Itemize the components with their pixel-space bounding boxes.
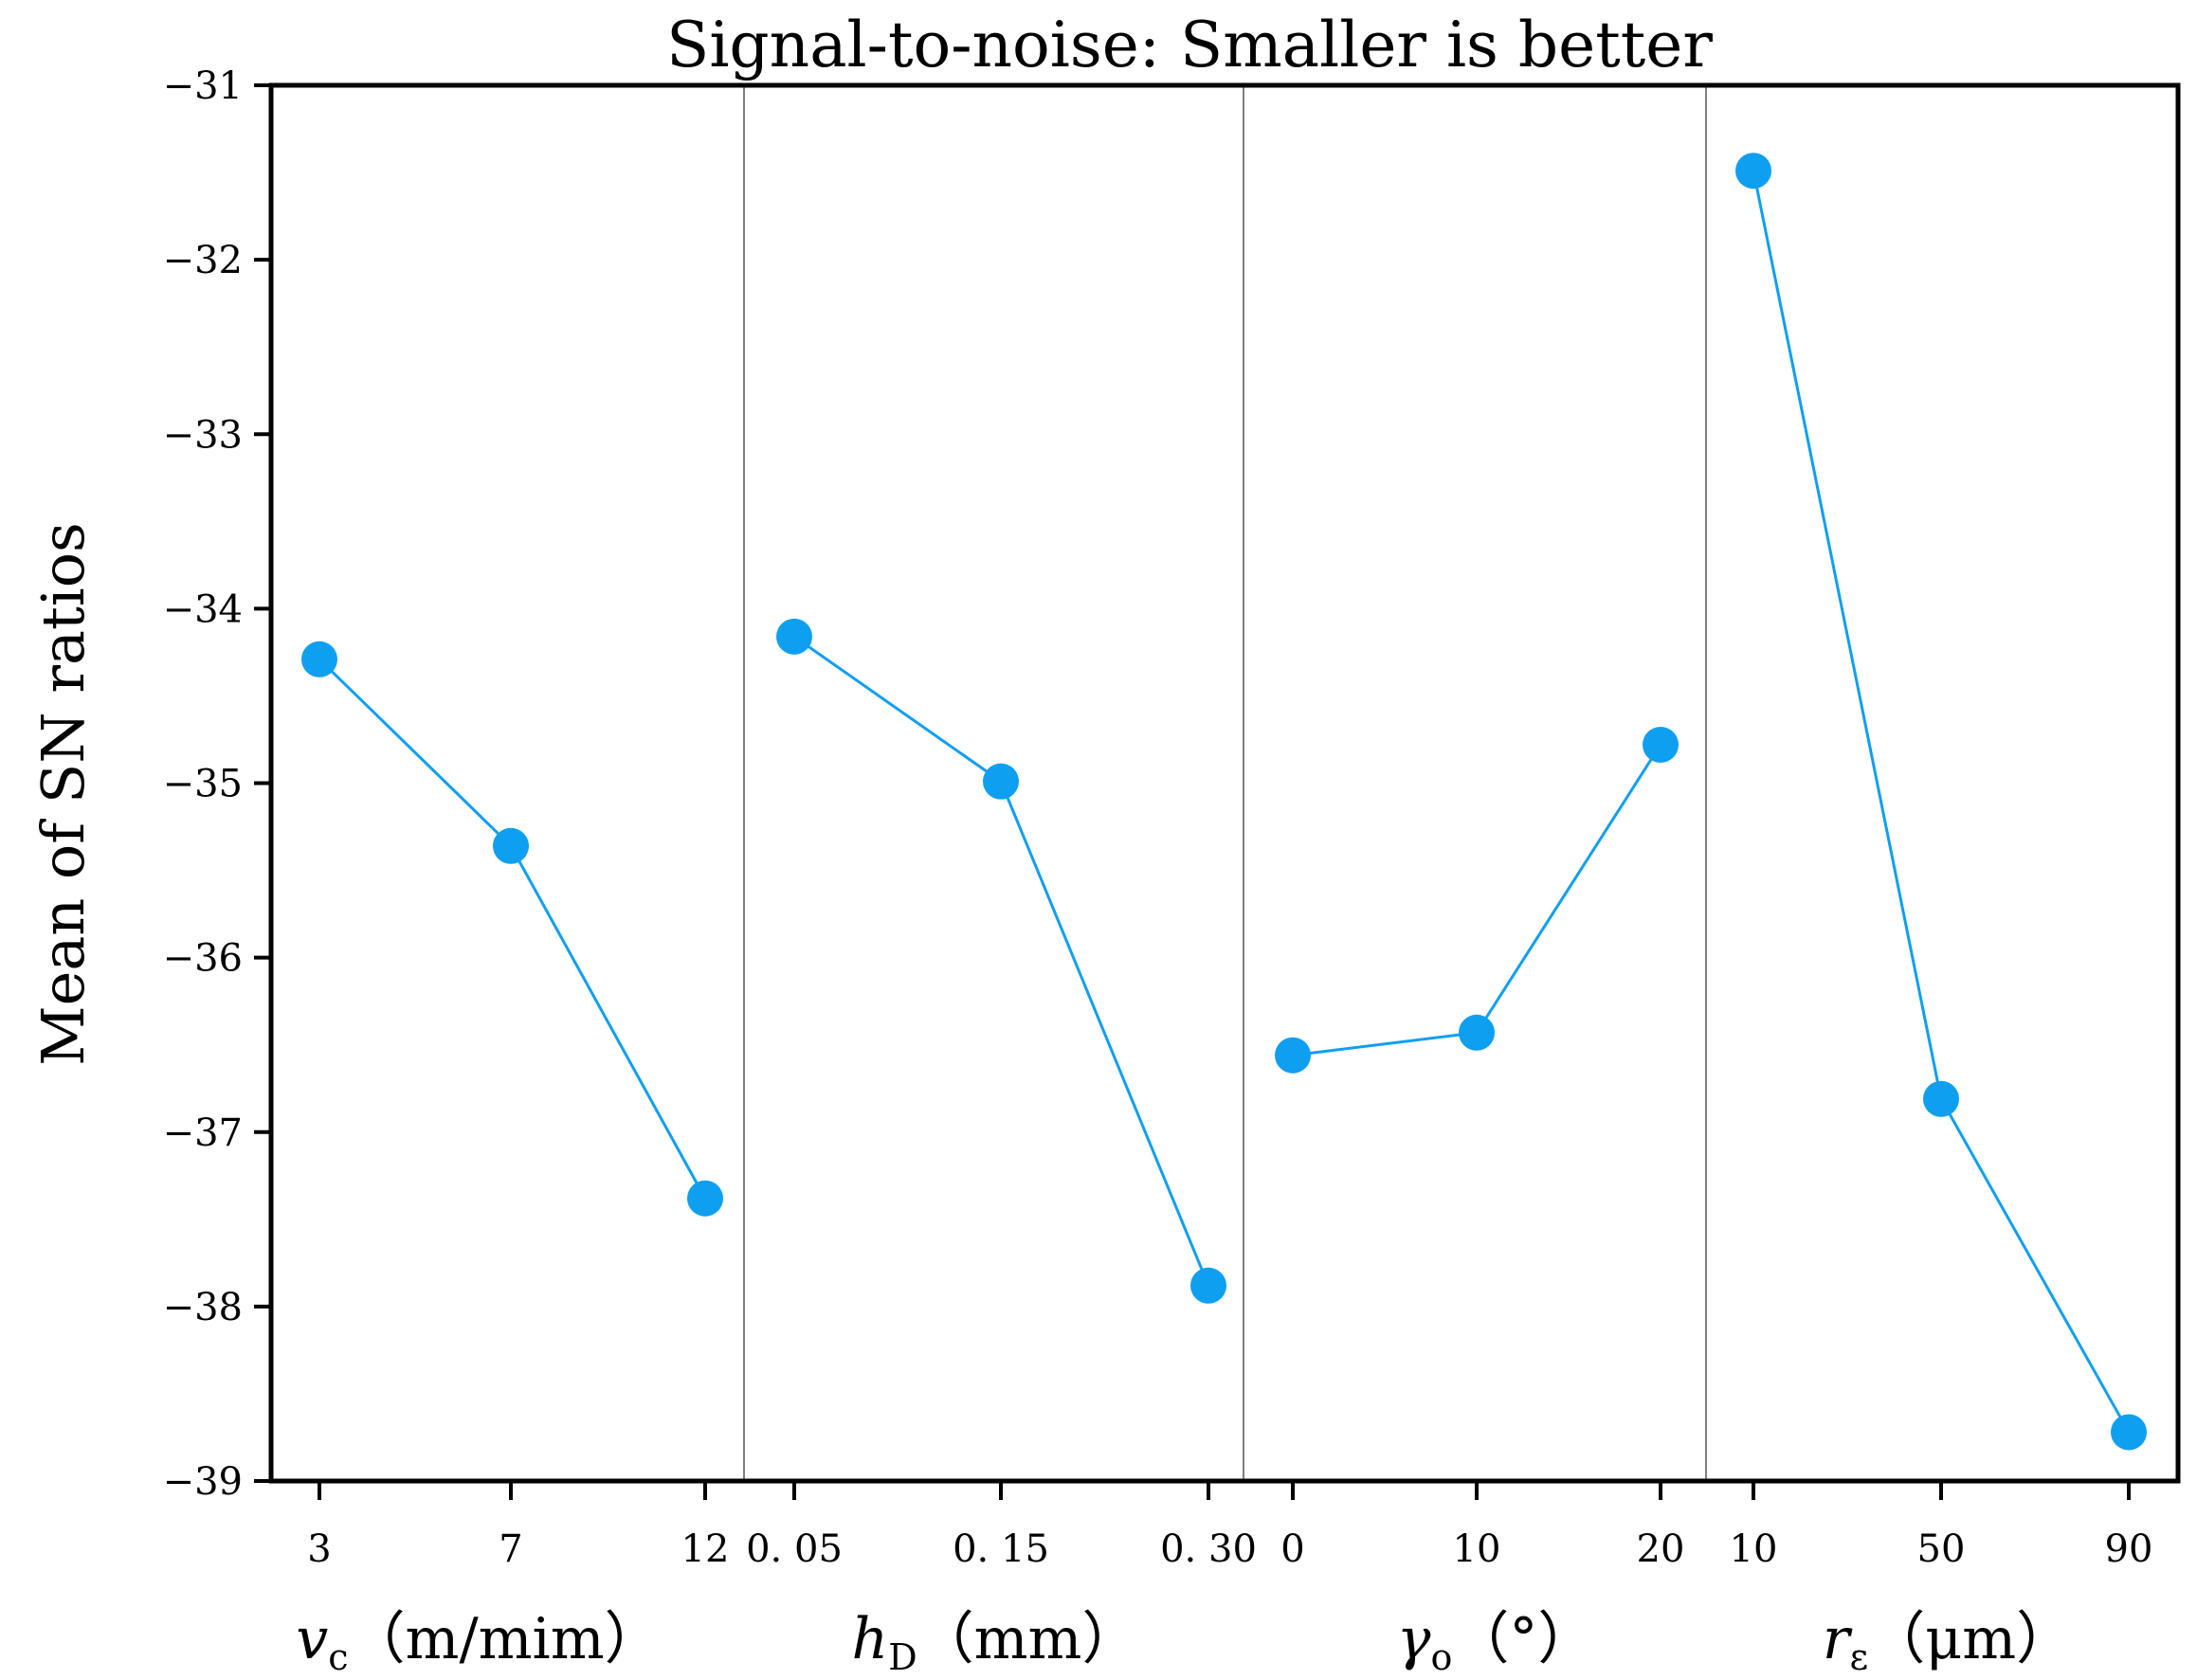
x-tick-label: 0. 15 [953, 1527, 1049, 1571]
data-point [1643, 726, 1679, 763]
data-point [2111, 1414, 2147, 1451]
series-line-γo [1292, 744, 1662, 1057]
x-tick-label: 10 [1453, 1527, 1501, 1571]
y-tick-label: −37 [163, 1111, 243, 1155]
y-tick-label: −33 [163, 413, 243, 457]
y-axis-label: Mean of SN ratios [28, 522, 98, 1066]
y-tick-label: −39 [163, 1460, 243, 1504]
x-tick-label: 90 [2105, 1527, 2153, 1571]
plot-area: −31 −32 −33 −34 −35 −36 −37 −38 −39 3 7 12 vc（m/mim）… [163, 64, 2181, 1678]
data-point [1923, 1080, 1959, 1117]
series-line-hD [793, 635, 1210, 1287]
x-tick-label: 50 [1917, 1527, 1966, 1571]
x-tick-label: 20 [1637, 1527, 1685, 1571]
series-line-rε [1752, 170, 2131, 1434]
factor-label-vc: vc（m/mim） [296, 1606, 661, 1678]
factor-label-hD: hD（mm） [852, 1606, 1139, 1678]
y-tick-label: −35 [163, 763, 243, 806]
data-point [1275, 1037, 1311, 1074]
x-tick-label: 12 [681, 1527, 730, 1571]
data-point [983, 763, 1019, 800]
x-tick-label: 7 [499, 1527, 522, 1571]
data-point [493, 827, 529, 864]
data-point [687, 1180, 723, 1217]
y-tick-label: −34 [163, 587, 243, 631]
series-line-vc [318, 658, 707, 1200]
factor-label-rε: rε（μm） [1823, 1606, 2073, 1678]
axes-frame [268, 82, 2181, 1484]
x-tick-label: 0. 30 [1160, 1527, 1257, 1571]
x-tick-label: 10 [1730, 1527, 1778, 1571]
y-tick-label: −38 [163, 1286, 243, 1329]
chart-title: Signal-to-noise: Smaller is better [666, 9, 1713, 81]
data-point [301, 641, 337, 677]
x-tick-label: 0 [1280, 1527, 1304, 1571]
data-point [1459, 1014, 1495, 1051]
y-tick-label: −32 [163, 239, 243, 282]
x-tick-label: 0. 05 [746, 1527, 843, 1571]
y-tick-label: −31 [163, 64, 243, 108]
y-tick-label: −36 [163, 937, 243, 981]
data-point [776, 618, 812, 655]
data-point [1190, 1267, 1226, 1304]
data-point [1735, 153, 1771, 190]
factor-label-γo: γo（°） [1397, 1606, 1595, 1678]
x-tick-label: 3 [307, 1527, 331, 1571]
